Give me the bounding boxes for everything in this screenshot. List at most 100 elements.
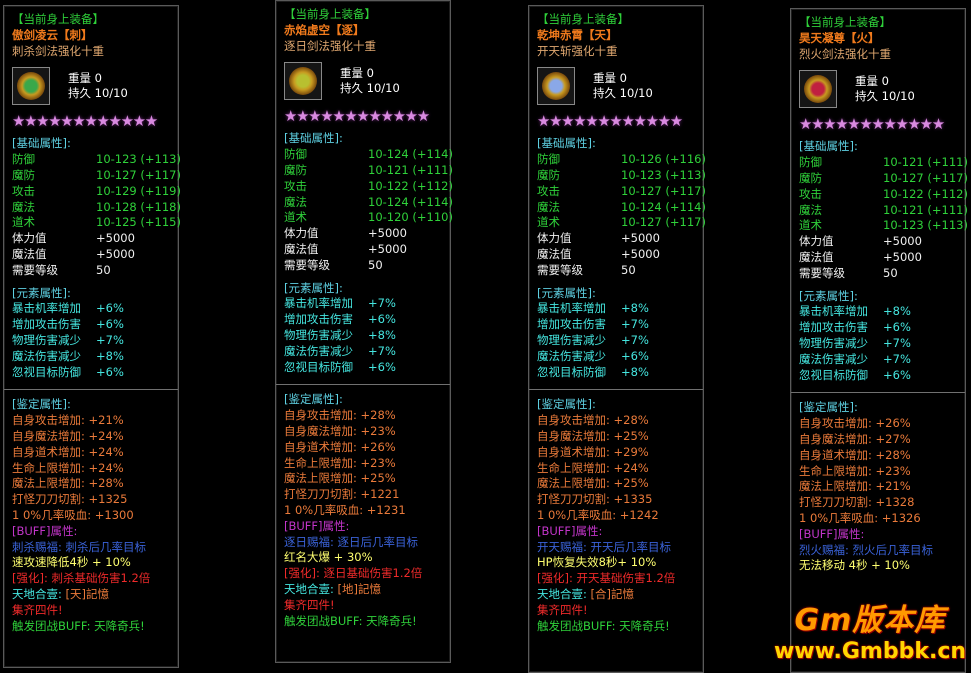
identified-attribute: 生命上限增加: +24% — [12, 460, 124, 475]
base-attribute-label: 魔防 — [799, 170, 822, 185]
durability-label: 持久 — [68, 86, 91, 101]
buff-title: [BUFF]属性: — [284, 518, 350, 533]
identified-attribute: 魔法上限增加: +25% — [537, 476, 649, 491]
identified-attribute: 自身攻击增加: +26% — [799, 416, 911, 431]
star-icon: ★ — [657, 112, 671, 131]
gem-icon — [542, 72, 570, 101]
equipped-header: 【当前身上装备】 — [12, 12, 104, 26]
star-icon: ★ — [811, 115, 824, 134]
star-icon: ★ — [895, 115, 909, 134]
element-attribute-value: +7% — [621, 317, 649, 332]
section-divider — [791, 392, 965, 394]
item-icon — [284, 62, 322, 101]
identified-attribute: 魔法上限增加: +21% — [799, 479, 911, 494]
star-rating: ★★★★★★★★★★★★ — [284, 108, 449, 124]
base-attribute: 道术 10-120 (+110) — [284, 210, 453, 226]
buff-title: [BUFF]属性: — [12, 523, 78, 538]
base-attribute-value: 10-122 (+112) — [368, 178, 453, 193]
stat: 魔法值 +5000 — [12, 247, 178, 263]
element-attribute-label: 忽视目标防御 — [12, 364, 81, 379]
identified-attribute: 自身道术增加: +26% — [284, 439, 396, 454]
set-bonus-text: 集齐四件! — [12, 602, 63, 617]
stat: 需要等级 50 — [284, 258, 450, 274]
weight-row: 重量 0 — [68, 71, 128, 87]
element-attribute: 忽视目标防御 +8% — [537, 365, 703, 381]
trigger-buff-text: 触发团战BUFF: 天降奇兵! — [537, 618, 670, 633]
stat-label: 需要等级 — [537, 262, 583, 277]
strengthen-text: [强化]: 开天基础伤害1.2倍 — [537, 571, 676, 586]
item-subtitle: 刺杀剑法强化十重 — [12, 43, 104, 58]
combo-value: [地]記憶 — [337, 581, 382, 596]
element-attribute: 魔法伤害减少 +8% — [12, 349, 178, 365]
base-attribute: 防御 10-123 (+113) — [12, 152, 181, 168]
element-attribute-value: +6% — [96, 364, 124, 379]
base-attribute: 道术 10-127 (+117) — [537, 215, 706, 231]
element-attribute: 增加攻击伤害 +6% — [799, 320, 965, 336]
base-attributes-title: [基础属性]: — [284, 131, 343, 146]
base-attribute: 魔防 10-121 (+111) — [284, 162, 453, 179]
base-attribute-label: 魔法 — [537, 199, 560, 214]
durability-row: 持久 10/10 — [68, 86, 128, 102]
base-attribute-value: 10-126 (+116) — [621, 152, 706, 167]
stat-label: 体力值 — [284, 226, 319, 241]
durability-label: 持久 — [340, 81, 363, 96]
item-summary: 重量 0 持久 10/10 — [12, 65, 178, 107]
stat-label: 需要等级 — [799, 265, 845, 280]
durability-value: 10/10 — [94, 86, 128, 101]
star-icon: ★ — [96, 112, 109, 131]
base-attribute-value: 10-127 (+117) — [621, 215, 706, 230]
element-attribute-value: +7% — [621, 332, 649, 347]
stat: 体力值 +5000 — [12, 231, 178, 247]
base-attribute-value: 10-120 (+110) — [368, 210, 453, 225]
section-divider — [4, 389, 178, 391]
item-tooltip-panel: 【当前身上装备】 傲剑凌云【刺】 刺杀剑法强化十重 重量 0 持久 10/10 ★★★★★… — [3, 5, 181, 668]
item-name: 赤焰虚空【逐】 — [284, 22, 365, 37]
gem-icon — [289, 67, 317, 96]
stat: 体力值 +5000 — [284, 226, 450, 242]
base-attribute-label: 魔防 — [284, 162, 307, 177]
base-attribute: 攻击 10-129 (+119) — [12, 184, 181, 200]
star-icon: ★ — [621, 112, 634, 131]
star-icon: ★ — [633, 112, 647, 131]
item-subtitle: 烈火剑法强化十重 — [799, 46, 891, 61]
base-attribute: 攻击 10-122 (+112) — [799, 187, 968, 203]
base-attribute: 魔防 10-123 (+113) — [537, 168, 706, 184]
identified-attributes-title: [鉴定属性]: — [284, 392, 343, 407]
element-attribute: 魔法伤害减少 +6% — [537, 349, 703, 365]
base-attribute-label: 防御 — [799, 155, 822, 170]
watermark-url: www.Gmbbk.cn — [773, 639, 967, 664]
base-attribute-value: 10-127 (+117) — [621, 183, 706, 198]
identified-attribute: 自身道术增加: +24% — [12, 444, 124, 459]
star-icon: ★ — [72, 112, 85, 131]
star-icon: ★ — [561, 112, 574, 131]
base-attribute-value: 10-127 (+117) — [883, 170, 968, 185]
element-attribute-value: +6% — [883, 367, 911, 382]
star-icon: ★ — [48, 112, 61, 131]
weight-value: 0 — [94, 70, 102, 85]
stat: 魔法值 +5000 — [799, 250, 965, 266]
item-name: 乾坤赤霄【天】 — [537, 27, 618, 42]
element-attribute-label: 物理伤害减少 — [537, 332, 606, 347]
base-attribute-value: 10-128 (+118) — [96, 199, 181, 214]
base-attribute: 防御 10-126 (+116) — [537, 152, 706, 168]
element-attribute-label: 忽视目标防御 — [537, 364, 606, 379]
item-tooltip-panel: 【当前身上装备】 赤焰虚空【逐】 逐日剑法强化十重 重量 0 持久 10/10 ★★★★★… — [275, 0, 453, 663]
stat-value: +5000 — [883, 234, 922, 249]
item-icon — [12, 67, 50, 106]
base-attribute: 攻击 10-127 (+117) — [537, 183, 706, 200]
stat-value: +5000 — [96, 246, 135, 261]
identified-attribute: 1 0%几率吸血: +1242 — [537, 507, 659, 522]
element-attribute: 忽视目标防御 +6% — [799, 368, 965, 384]
combo-value: [合]記憶 — [590, 586, 635, 601]
star-icon: ★ — [871, 115, 884, 134]
stat: 需要等级 50 — [537, 263, 703, 279]
stat-value: 50 — [883, 265, 898, 280]
weight-row: 重量 0 — [593, 71, 653, 87]
star-icon: ★ — [320, 107, 333, 126]
item-summary: 重量 0 持久 10/10 — [537, 65, 703, 107]
weight-label: 重量 — [340, 65, 363, 80]
stat-label: 体力值 — [537, 231, 572, 246]
identified-attribute: 自身魔法增加: +24% — [12, 428, 124, 443]
weight-durability: 重量 0 持久 10/10 — [593, 71, 653, 103]
base-attribute: 魔法 10-124 (+114) — [284, 195, 453, 211]
